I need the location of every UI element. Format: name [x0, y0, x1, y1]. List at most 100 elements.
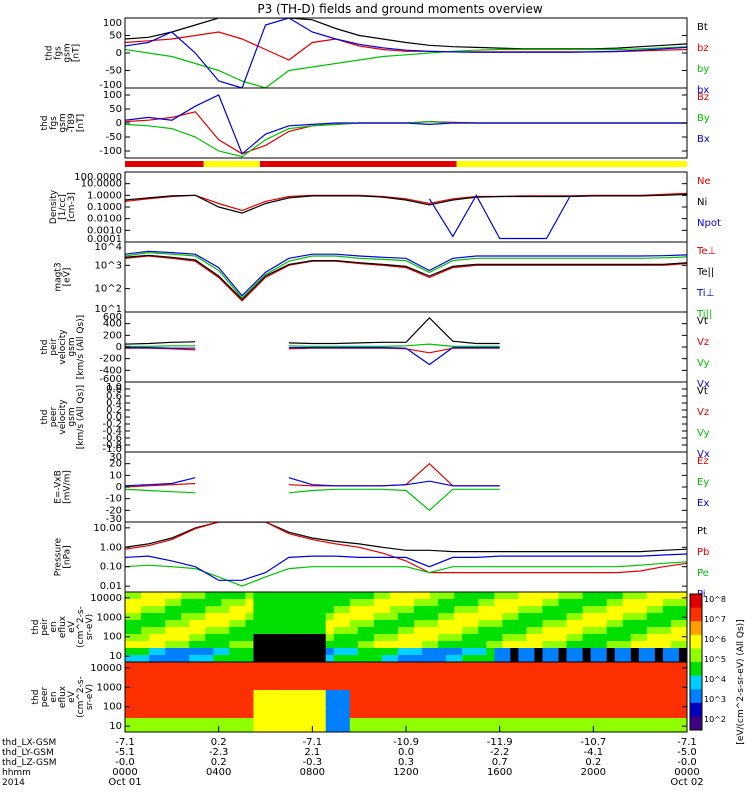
heatmap-cell	[213, 683, 222, 691]
heatmap-cell	[141, 592, 150, 600]
heatmap-cell	[341, 683, 351, 691]
heatmap-cell	[301, 676, 311, 684]
heatmap-cell	[662, 662, 672, 670]
heatmap-cell	[638, 627, 648, 635]
heatmap-cell	[133, 697, 142, 705]
heatmap-cell	[349, 641, 359, 649]
heatmap-cell	[165, 676, 174, 684]
heatmap-cell	[526, 690, 535, 698]
y-axis-label-line: [mV/m]	[63, 470, 73, 504]
heatmap-cell	[606, 718, 616, 726]
heatmap-cell	[173, 641, 182, 649]
heatmap-cell	[566, 655, 576, 662]
legend-peir_velocity-Vy: Vy	[697, 358, 710, 369]
heatmap-cell	[173, 627, 182, 635]
heatmap-cell	[349, 669, 359, 677]
heatmap-cell	[221, 662, 230, 670]
heatmap-cell	[566, 662, 576, 670]
heatmap-cell	[646, 718, 656, 726]
heatmap-cell	[670, 592, 680, 600]
heatmap-cell	[590, 655, 600, 662]
heatmap-cell	[269, 704, 279, 712]
heatmap-cell	[277, 697, 287, 705]
heatmap-cell	[149, 676, 158, 684]
heatmap-cell	[181, 620, 190, 628]
heatmap-cell	[446, 613, 455, 621]
heatmap-cell	[317, 662, 327, 670]
heatmap-cell	[301, 711, 311, 719]
heatmap-cell	[157, 634, 166, 642]
y-tick-label: 0.4	[106, 398, 122, 409]
heatmap-cell	[494, 599, 503, 607]
heatmap-cell	[397, 648, 407, 656]
heatmap-cell	[406, 725, 415, 732]
heatmap-cell	[293, 592, 303, 600]
heatmap-cell	[141, 676, 150, 684]
y-axis-label-line: thd	[40, 116, 50, 131]
heatmap-cell	[333, 634, 343, 642]
heatmap-cell	[237, 599, 246, 607]
panel-frame	[124, 381, 688, 453]
heatmap-cell	[630, 683, 640, 691]
heatmap-cell	[165, 599, 174, 607]
heatmap-cell	[510, 648, 519, 656]
heatmap-cell	[269, 606, 279, 614]
heatmap-cell	[277, 704, 287, 712]
heatmap-cell	[614, 711, 624, 719]
heatmap-cell	[221, 704, 230, 712]
heatmap-cell	[149, 627, 158, 635]
heatmap-cell	[229, 718, 238, 726]
heatmap-cell	[349, 704, 359, 712]
heatmap-cell	[478, 718, 487, 726]
heatmap-cell	[309, 655, 319, 662]
heatmap-cell	[349, 697, 359, 705]
heatmap-cell	[478, 697, 487, 705]
heatmap-cell	[181, 599, 190, 607]
heatmap-cell	[229, 634, 238, 642]
y-axis-label-line: peer	[40, 686, 50, 707]
colorbar-label: [eV/(cm^2-s-sr-eV) (All Qs)]	[736, 619, 746, 744]
heatmap-cell	[213, 662, 222, 670]
heatmap-cell	[414, 620, 423, 628]
heatmap-cell	[558, 683, 568, 691]
heatmap-cell	[446, 606, 455, 614]
y-tick-label: -1.0	[102, 444, 122, 455]
heatmap-cell	[574, 718, 584, 726]
heatmap-cell	[542, 613, 552, 621]
y-tick-label: 0.6	[106, 391, 122, 402]
heatmap-cell	[277, 599, 287, 607]
heatmap-cell	[357, 711, 367, 719]
heatmap-cell	[293, 690, 303, 698]
heatmap-cell	[406, 606, 415, 614]
heatmap-cell	[494, 690, 503, 698]
y-axis-label-line: sr-eV)	[85, 684, 95, 710]
heatmap-cell	[325, 620, 335, 628]
heatmap-cell	[357, 592, 367, 600]
heatmap-cell	[261, 711, 271, 719]
heatmap-cell	[638, 683, 648, 691]
colorbar-step	[690, 621, 702, 636]
y-tick-label: 0	[116, 118, 122, 129]
y-axis-label-line: fgs	[49, 116, 59, 130]
heatmap-cell	[269, 613, 279, 621]
heatmap-cell	[301, 613, 311, 621]
heatmap-cell	[253, 690, 262, 698]
heatmap-cell	[542, 718, 552, 726]
heatmap-cell	[670, 676, 680, 684]
heatmap-cell	[470, 711, 479, 719]
heatmap-cell	[574, 683, 584, 691]
heatmap-cell	[269, 690, 279, 698]
heatmap-cell	[237, 620, 246, 628]
heatmap-cell	[630, 704, 640, 712]
heatmap-cell	[630, 655, 640, 662]
heatmap-cell	[638, 655, 648, 662]
heatmap-cell	[486, 641, 495, 649]
colorbar-tick: 10^4	[704, 675, 726, 684]
x-row-value: 0.2	[211, 737, 227, 748]
colorbar-step	[690, 662, 702, 677]
heatmap-cell	[245, 627, 254, 635]
heatmap-cell	[534, 599, 543, 607]
heatmap-cell	[349, 711, 359, 719]
heatmap-cell	[133, 648, 142, 656]
